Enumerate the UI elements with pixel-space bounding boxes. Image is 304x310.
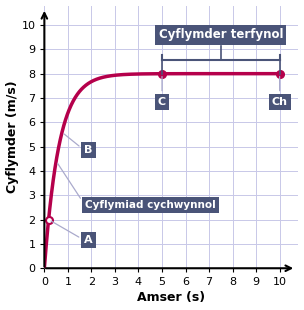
Text: Cyflymder terfynol: Cyflymder terfynol	[159, 28, 283, 41]
Text: Cyflymiad cychwynnol: Cyflymiad cychwynnol	[58, 163, 216, 210]
Y-axis label: Cyflymder (m/s): Cyflymder (m/s)	[5, 81, 19, 193]
Text: B: B	[64, 134, 93, 155]
X-axis label: Amser (s): Amser (s)	[137, 291, 206, 304]
Text: C: C	[158, 77, 166, 107]
Text: A: A	[51, 221, 93, 245]
Text: Ch: Ch	[271, 77, 288, 107]
